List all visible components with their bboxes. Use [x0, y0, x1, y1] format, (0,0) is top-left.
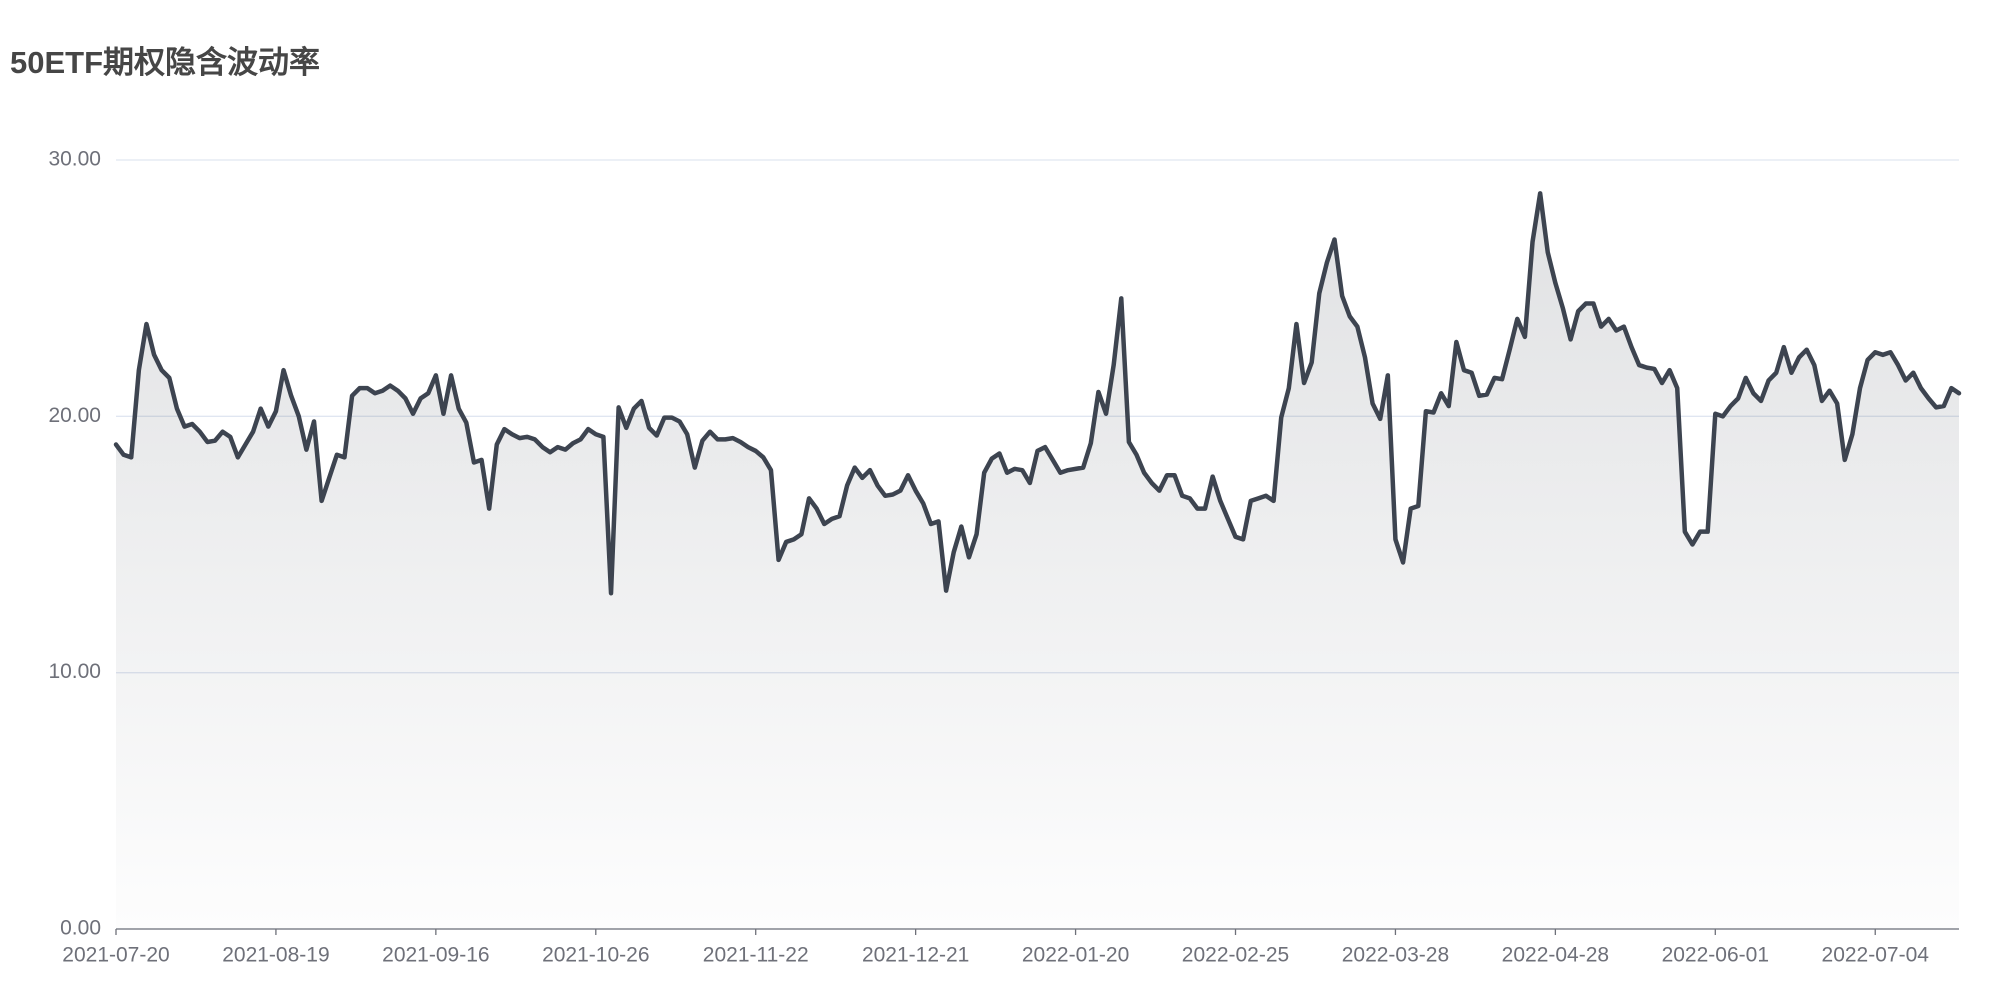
y-tick-label: 30.00: [48, 148, 101, 171]
axes: 0.00 10.00 20.00 30.00 2021-07-20 2021-08-19 2…: [48, 148, 1959, 967]
y-tick-label: 20.00: [48, 404, 101, 427]
x-tick-label: 2022-03-28: [1342, 944, 1449, 967]
chart-title: 50ETF期权隐含波动率: [10, 45, 320, 80]
x-tick-label: 2021-10-26: [542, 944, 649, 967]
x-tick-label: 2021-08-19: [222, 944, 329, 967]
x-tick-label: 2022-02-25: [1182, 944, 1289, 967]
x-tick-label: 2022-01-20: [1022, 944, 1129, 967]
x-tick-label: 2021-11-22: [703, 944, 809, 967]
x-tick-label: 2021-07-20: [62, 944, 169, 967]
y-tick-label: 10.00: [48, 660, 101, 683]
x-tick-label: 2021-09-16: [382, 944, 489, 967]
y-tick-label: 0.00: [60, 917, 101, 940]
plot-area: [113, 191, 1962, 929]
x-tick-label: 2022-04-28: [1502, 944, 1609, 967]
area: [116, 193, 1959, 929]
x-tick-label: 2022-06-01: [1662, 944, 1769, 967]
x-tick-label: 2021-12-21: [862, 944, 969, 967]
x-tick-label: 2022-07-04: [1822, 944, 1930, 967]
line: [113, 191, 1962, 596]
